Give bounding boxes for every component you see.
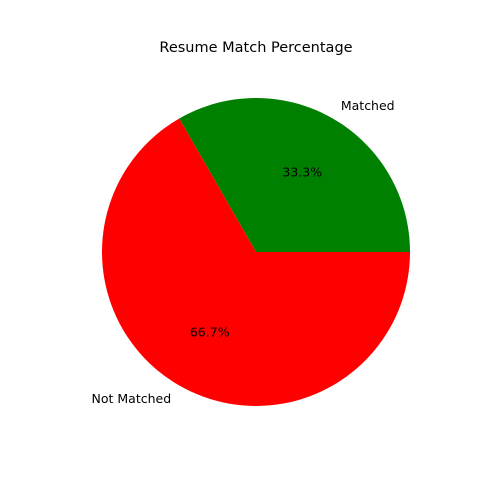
slice-label: Matched bbox=[341, 98, 395, 113]
percent-label: 33.3% bbox=[282, 165, 322, 180]
pie-slices bbox=[101, 97, 410, 406]
pie-labels: Matched 33.3% Not Matched 66.7% bbox=[92, 98, 395, 406]
slice-label: Not Matched bbox=[92, 391, 172, 406]
chart-title: Resume Match Percentage bbox=[159, 40, 352, 56]
percent-label: 66.7% bbox=[190, 324, 230, 339]
pie-slice-matched bbox=[179, 97, 410, 252]
pie-slice-not-matched bbox=[101, 118, 410, 406]
